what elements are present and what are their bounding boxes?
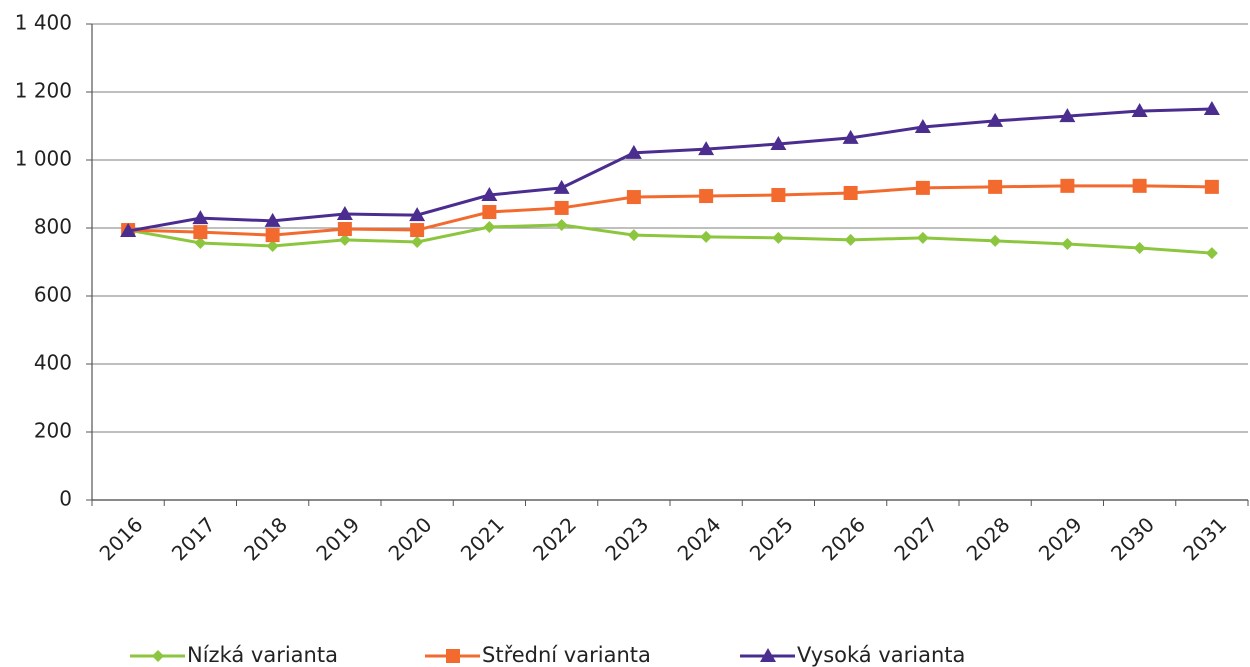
x-tick-label: 2017 — [167, 512, 220, 565]
data-point — [1203, 101, 1220, 115]
data-point — [410, 223, 425, 238]
data-point — [772, 231, 785, 244]
y-tick-label: 0 — [59, 487, 72, 511]
x-tick-label: 2018 — [239, 512, 292, 565]
x-tick-label: 2021 — [456, 512, 509, 565]
data-point — [915, 180, 930, 195]
legend-marker — [152, 650, 164, 662]
x-tick-label: 2024 — [673, 512, 726, 565]
legend-marker — [760, 648, 776, 662]
y-tick-label: 400 — [34, 351, 72, 375]
data-point — [336, 206, 353, 221]
data-point — [1204, 179, 1219, 194]
x-tick-label: 2025 — [745, 512, 798, 565]
data-point — [194, 236, 207, 249]
x-tick-label: 2023 — [600, 512, 653, 565]
data-point — [554, 200, 569, 215]
x-tick-label: 2031 — [1178, 512, 1231, 565]
data-point — [699, 189, 714, 204]
data-point — [264, 212, 281, 227]
data-point — [698, 141, 715, 156]
data-point — [555, 218, 568, 231]
series-line — [128, 184, 1212, 237]
data-point — [192, 210, 209, 225]
data-point — [482, 205, 497, 220]
x-tick-label: 2026 — [817, 512, 870, 565]
data-point — [411, 235, 424, 248]
y-tick-label: 600 — [34, 283, 72, 307]
x-tick-label: 2016 — [95, 512, 148, 565]
data-point — [1133, 242, 1146, 255]
data-point — [844, 233, 857, 246]
data-point — [987, 112, 1004, 127]
data-point — [553, 179, 570, 194]
data-point — [483, 220, 496, 233]
data-point — [1059, 108, 1076, 123]
data-point — [120, 223, 137, 238]
y-tick-label: 1 000 — [15, 147, 72, 171]
data-point — [771, 188, 786, 203]
data-point — [409, 207, 426, 222]
data-point — [770, 136, 787, 151]
x-tick-label: 2030 — [1106, 512, 1159, 565]
x-tick-label: 2027 — [889, 512, 942, 565]
data-point — [1205, 247, 1218, 260]
y-tick-label: 200 — [34, 419, 72, 443]
data-point — [1132, 178, 1147, 193]
x-tick-label: 2020 — [384, 512, 437, 565]
data-point — [193, 225, 208, 240]
data-point — [625, 144, 642, 159]
data-point — [266, 240, 279, 253]
data-point — [700, 230, 713, 243]
data-point — [842, 129, 859, 144]
legend-label: Nízká varianta — [187, 643, 338, 667]
data-point — [265, 228, 280, 243]
data-point — [914, 119, 931, 134]
data-point — [916, 231, 929, 244]
data-point — [626, 190, 641, 205]
x-tick-label: 2028 — [962, 512, 1015, 565]
series-line — [127, 107, 1212, 233]
data-point — [843, 185, 858, 200]
x-tick-label: 2019 — [311, 512, 364, 565]
legend-label: Vysoká varianta — [797, 643, 965, 667]
legend: Nízká varianta Střední varianta Vysoká var… — [130, 643, 965, 667]
series-line — [127, 223, 1212, 255]
data-point — [627, 229, 640, 242]
data-point — [989, 234, 1002, 247]
data-point — [1061, 237, 1074, 250]
x-tick-label: 2022 — [528, 512, 581, 565]
y-tick-label: 1 400 — [15, 11, 72, 35]
data-point — [1060, 178, 1075, 193]
data-point — [1131, 103, 1148, 118]
y-tick-label: 800 — [34, 215, 72, 239]
legend-label: Střední varianta — [482, 643, 651, 667]
x-tick-label: 2029 — [1034, 512, 1087, 565]
data-point — [481, 187, 498, 202]
legend-marker — [446, 649, 460, 663]
data-point — [337, 222, 352, 237]
y-tick-label: 1 200 — [15, 79, 72, 103]
data-point — [988, 179, 1003, 194]
data-point — [338, 233, 351, 246]
